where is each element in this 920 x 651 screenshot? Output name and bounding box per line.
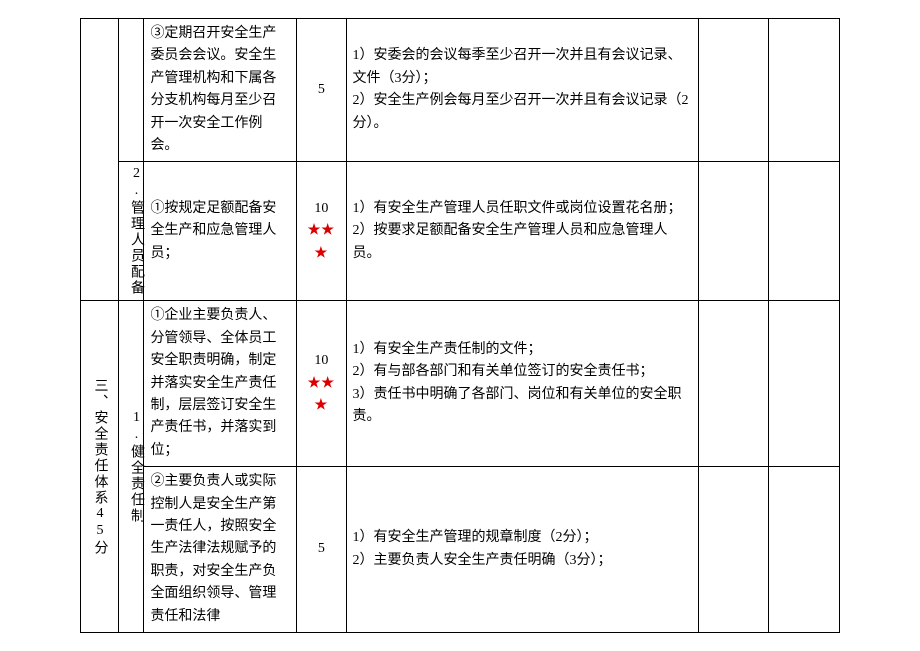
star-rating: ★★★: [303, 220, 339, 265]
cell-criteria: 1）有安全生产管理人员任职文件或岗位设置花名册； 2）按要求足额配备安全生产管理…: [346, 162, 698, 301]
cell-score: 10 ★★★: [297, 162, 346, 301]
cell-subsection: 2.管理人员配备: [118, 162, 144, 301]
cell-criteria: 1）有安全生产管理的规章制度（2分）； 2）主要负责人安全生产责任明确（3分）；: [346, 467, 698, 633]
table-row: ②主要负责人或实际控制人是安全生产第一责任人，按照安全生产法律法规赋予的职责，对…: [81, 467, 840, 633]
assessment-table-wrap: ③定期召开安全生产委员会会议。安全生产管理机构和下属各分支机构每月至少召开一次安…: [80, 18, 840, 633]
cell-subsection: [118, 19, 144, 162]
cell-blank: [698, 19, 768, 162]
cell-blank: [698, 467, 768, 633]
cell-blank: [769, 467, 840, 633]
table-row: 三、安全责任体系45分 1.健全责任制 ①企业主要负责人、分管领导、全体员工安全…: [81, 301, 840, 467]
cell-requirement: ②主要负责人或实际控制人是安全生产第一责任人，按照安全生产法律法规赋予的职责，对…: [144, 467, 297, 633]
cell-blank: [698, 162, 768, 301]
table-row: 2.管理人员配备 ①按规定足额配备安全生产和应急管理人员； 10 ★★★ 1）有…: [81, 162, 840, 301]
cell-subsection: 1.健全责任制: [118, 301, 144, 632]
table-row: ③定期召开安全生产委员会会议。安全生产管理机构和下属各分支机构每月至少召开一次安…: [81, 19, 840, 162]
cell-blank: [769, 162, 840, 301]
cell-blank: [769, 19, 840, 162]
cell-score: 5: [297, 467, 346, 633]
cell-criteria: 1）安委会的会议每季至少召开一次并且有会议记录、文件（3分）； 2）安全生产例会…: [346, 19, 698, 162]
cell-requirement: ③定期召开安全生产委员会会议。安全生产管理机构和下属各分支机构每月至少召开一次安…: [144, 19, 297, 162]
cell-score: 10 ★★★: [297, 301, 346, 467]
cell-blank: [769, 301, 840, 467]
cell-score: 5: [297, 19, 346, 162]
cell-requirement: ①企业主要负责人、分管领导、全体员工安全职责明确，制定并落实安全生产责任制，层层…: [144, 301, 297, 467]
cell-section: [81, 19, 119, 301]
cell-section: 三、安全责任体系45分: [81, 301, 119, 632]
star-rating: ★★★: [303, 373, 339, 418]
cell-criteria: 1）有安全生产责任制的文件； 2）有与部各部门和有关单位签订的安全责任书； 3）…: [346, 301, 698, 467]
assessment-table: ③定期召开安全生产委员会会议。安全生产管理机构和下属各分支机构每月至少召开一次安…: [80, 18, 840, 633]
cell-requirement: ①按规定足额配备安全生产和应急管理人员；: [144, 162, 297, 301]
cell-blank: [698, 301, 768, 467]
